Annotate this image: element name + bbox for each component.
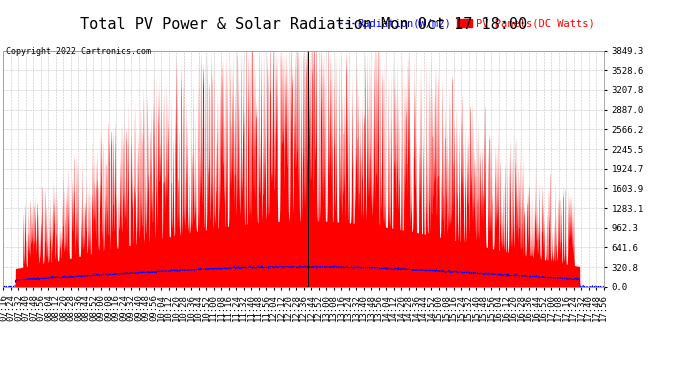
Legend: Radiation(W/m2), PV Panels(DC Watts): Radiation(W/m2), PV Panels(DC Watts) [334,15,598,33]
Text: Total PV Power & Solar Radiation Mon Oct 17 18:00: Total PV Power & Solar Radiation Mon Oct… [80,17,527,32]
Text: Copyright 2022 Cartronics.com: Copyright 2022 Cartronics.com [6,47,150,56]
